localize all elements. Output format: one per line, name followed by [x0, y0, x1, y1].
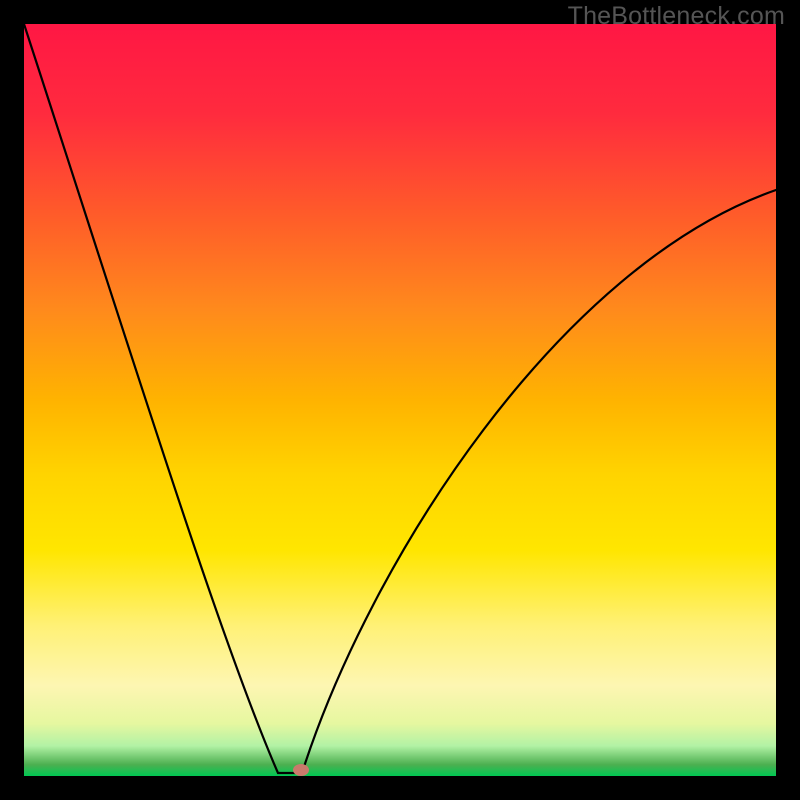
watermark-text: TheBottleneck.com	[568, 2, 785, 31]
bottleneck-chart	[0, 0, 800, 800]
chart-container: TheBottleneck.com	[0, 0, 800, 800]
sweet-spot-marker	[293, 764, 309, 776]
chart-background	[24, 24, 776, 776]
